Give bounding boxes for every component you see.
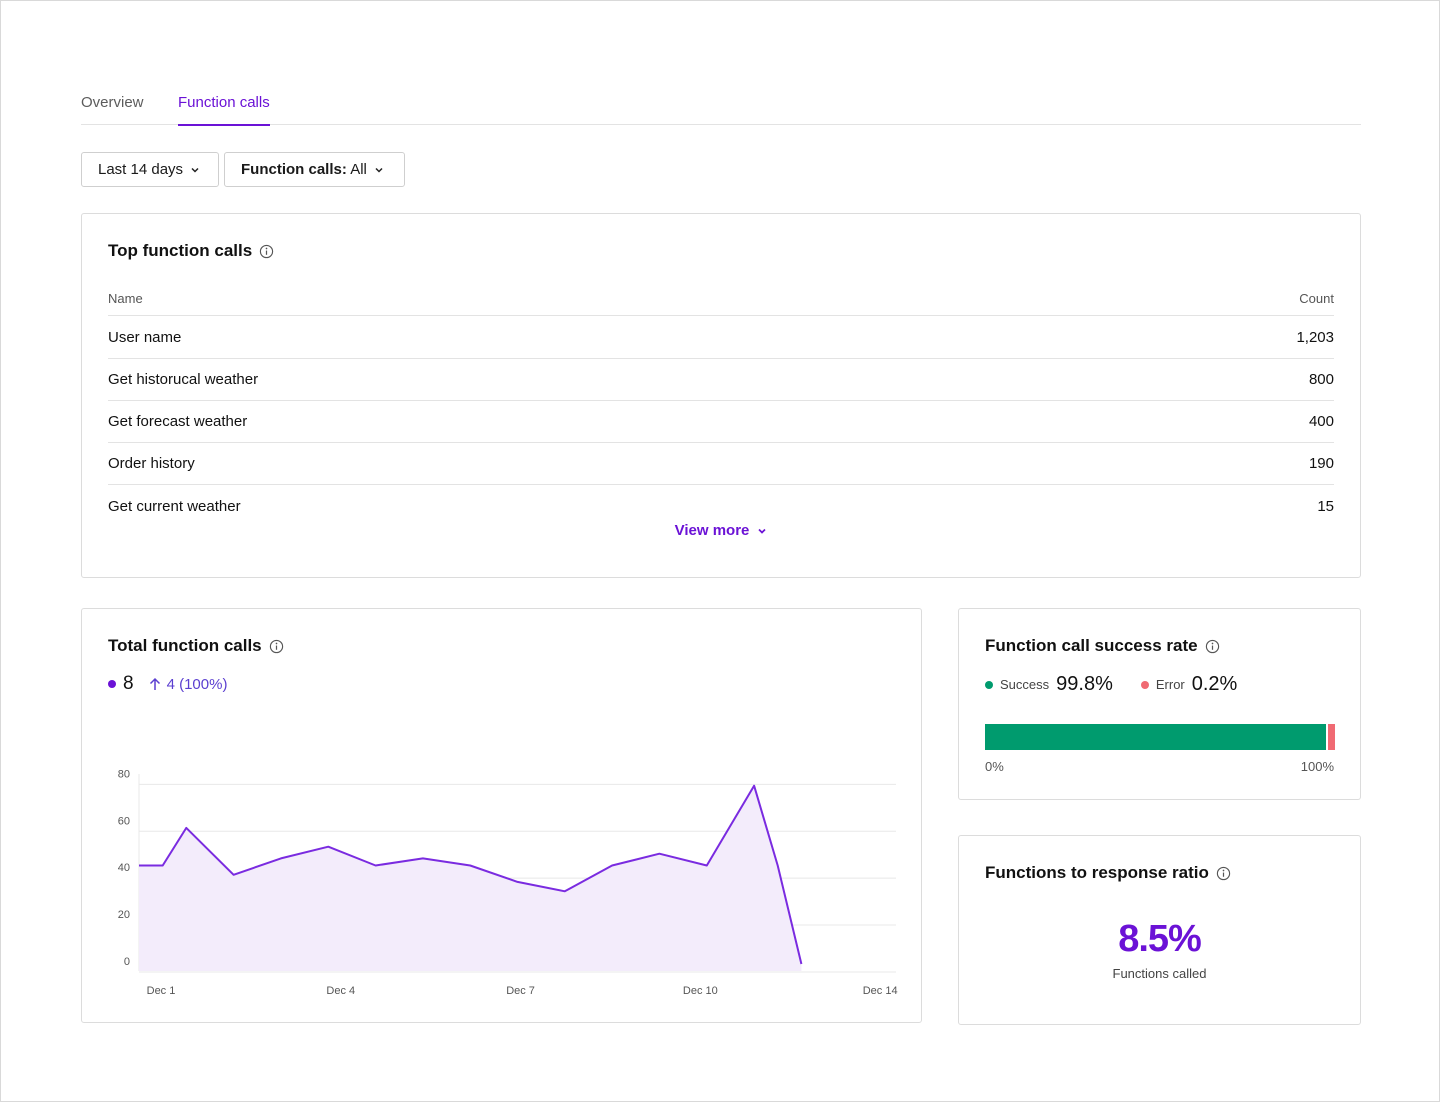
success-rate-bar bbox=[985, 724, 1335, 750]
y-tick-label: 20 bbox=[118, 909, 130, 921]
top-function-calls-card: Top function calls Name Count User name … bbox=[81, 213, 1361, 578]
card-title: Functions to response ratio bbox=[985, 863, 1231, 883]
col-name-header: Name bbox=[108, 291, 143, 306]
success-value: 99.8% bbox=[1056, 673, 1113, 695]
total-function-calls-card: Total function calls 8 4 (100%) 0 20 40 60 8… bbox=[81, 608, 922, 1023]
row-count: 800 bbox=[1308, 371, 1334, 388]
card-title: Total function calls bbox=[108, 636, 284, 656]
total-calls-summary: 8 4 (100%) bbox=[108, 673, 227, 695]
row-name: Get historucal weather bbox=[108, 371, 259, 388]
y-tick-label: 60 bbox=[118, 815, 130, 827]
y-tick-label: 40 bbox=[118, 862, 130, 874]
table-header: Name Count bbox=[108, 290, 1334, 316]
date-range-label: Last 14 days bbox=[98, 161, 184, 178]
info-icon[interactable] bbox=[269, 639, 284, 654]
x-tick-label: Dec 4 bbox=[326, 985, 355, 997]
error-label: Error bbox=[1155, 677, 1185, 692]
function-calls-filter-dropdown[interactable]: Function calls: All bbox=[224, 152, 405, 187]
bar-axis-min: 0% bbox=[985, 759, 1004, 774]
card-title: Top function calls bbox=[108, 241, 274, 261]
bar-axis-max: 100% bbox=[1300, 759, 1334, 774]
info-icon[interactable] bbox=[259, 244, 274, 259]
bar-divider bbox=[1326, 724, 1329, 750]
arrow-up-icon bbox=[149, 677, 160, 690]
x-tick-label: Dec 14 bbox=[863, 985, 898, 997]
top-function-calls-title: Top function calls bbox=[108, 241, 253, 260]
response-ratio-card: Functions to response ratio 8.5% Functio… bbox=[958, 835, 1361, 1025]
x-tick-label: Dec 7 bbox=[506, 985, 535, 997]
total-calls-value: 8 bbox=[123, 673, 134, 694]
error-value: 0.2% bbox=[1191, 673, 1238, 695]
success-label: Success bbox=[1000, 677, 1050, 692]
table-row[interactable]: Order history 190 bbox=[108, 443, 1334, 485]
error-dot bbox=[1140, 680, 1149, 689]
row-count: 190 bbox=[1308, 455, 1334, 472]
chevron-down-icon bbox=[758, 528, 766, 534]
info-icon[interactable] bbox=[1216, 866, 1231, 881]
row-name: Get current weather bbox=[108, 497, 241, 515]
x-tick-label: Dec 1 bbox=[147, 985, 176, 997]
success-rate-title: Function call success rate bbox=[985, 636, 1198, 655]
info-icon[interactable] bbox=[1205, 639, 1220, 654]
card-title: Function call success rate bbox=[985, 636, 1220, 656]
tab-overview[interactable]: Overview bbox=[81, 94, 144, 111]
date-range-dropdown[interactable]: Last 14 days bbox=[81, 152, 219, 187]
chevron-down-icon bbox=[191, 167, 199, 173]
row-name: Get forecast weather bbox=[108, 413, 248, 430]
ratio-caption: Functions called bbox=[1112, 966, 1207, 981]
function-calls-filter-value: All bbox=[350, 161, 367, 178]
success-dot bbox=[985, 680, 993, 689]
row-count: 15 bbox=[1317, 497, 1334, 515]
response-ratio-title: Functions to response ratio bbox=[985, 863, 1209, 882]
success-rate-card: Function call success rate Success 99.8%… bbox=[958, 608, 1361, 800]
row-name: Order history bbox=[108, 455, 195, 472]
delta-value: 4 (100%) bbox=[166, 675, 228, 693]
total-function-calls-title: Total function calls bbox=[108, 636, 262, 655]
view-more-label: View more bbox=[674, 522, 750, 539]
tab-bar: Overview Function calls bbox=[81, 89, 1361, 126]
success-rate-legend: Success 99.8% Error 0.2% bbox=[985, 673, 1237, 696]
tab-function-calls[interactable]: Function calls bbox=[178, 94, 270, 126]
y-tick-label: 80 bbox=[118, 768, 130, 780]
y-tick-label: 0 bbox=[124, 956, 130, 968]
x-tick-label: Dec 10 bbox=[683, 985, 718, 997]
row-name: User name bbox=[108, 329, 182, 346]
table-row[interactable]: Get forecast weather 400 bbox=[108, 401, 1334, 443]
table-row[interactable]: Get historucal weather 800 bbox=[108, 359, 1334, 401]
success-bar-segment bbox=[985, 724, 1327, 750]
total-calls-delta: 4 (100%) bbox=[149, 675, 228, 693]
table-row[interactable]: Get current weather 15 bbox=[108, 485, 1334, 527]
series-line bbox=[139, 784, 803, 965]
row-count: 400 bbox=[1308, 413, 1334, 430]
row-count: 1,203 bbox=[1296, 329, 1334, 346]
area-fill bbox=[139, 785, 802, 971]
table-row[interactable]: User name 1,203 bbox=[108, 317, 1334, 359]
series-dot bbox=[108, 680, 116, 688]
error-bar-segment bbox=[1328, 724, 1335, 750]
chevron-down-icon bbox=[375, 167, 383, 173]
view-more-button[interactable]: View more bbox=[82, 522, 1360, 539]
ratio-value: 8.5% bbox=[1118, 918, 1202, 960]
col-count-header: Count bbox=[1299, 291, 1334, 306]
function-calls-chart: 0 20 40 60 80 Dec 1 Dec 4 Dec 7 Dec 10 Dec 14 bbox=[118, 768, 898, 997]
function-calls-filter-label: Function calls: bbox=[241, 161, 347, 178]
